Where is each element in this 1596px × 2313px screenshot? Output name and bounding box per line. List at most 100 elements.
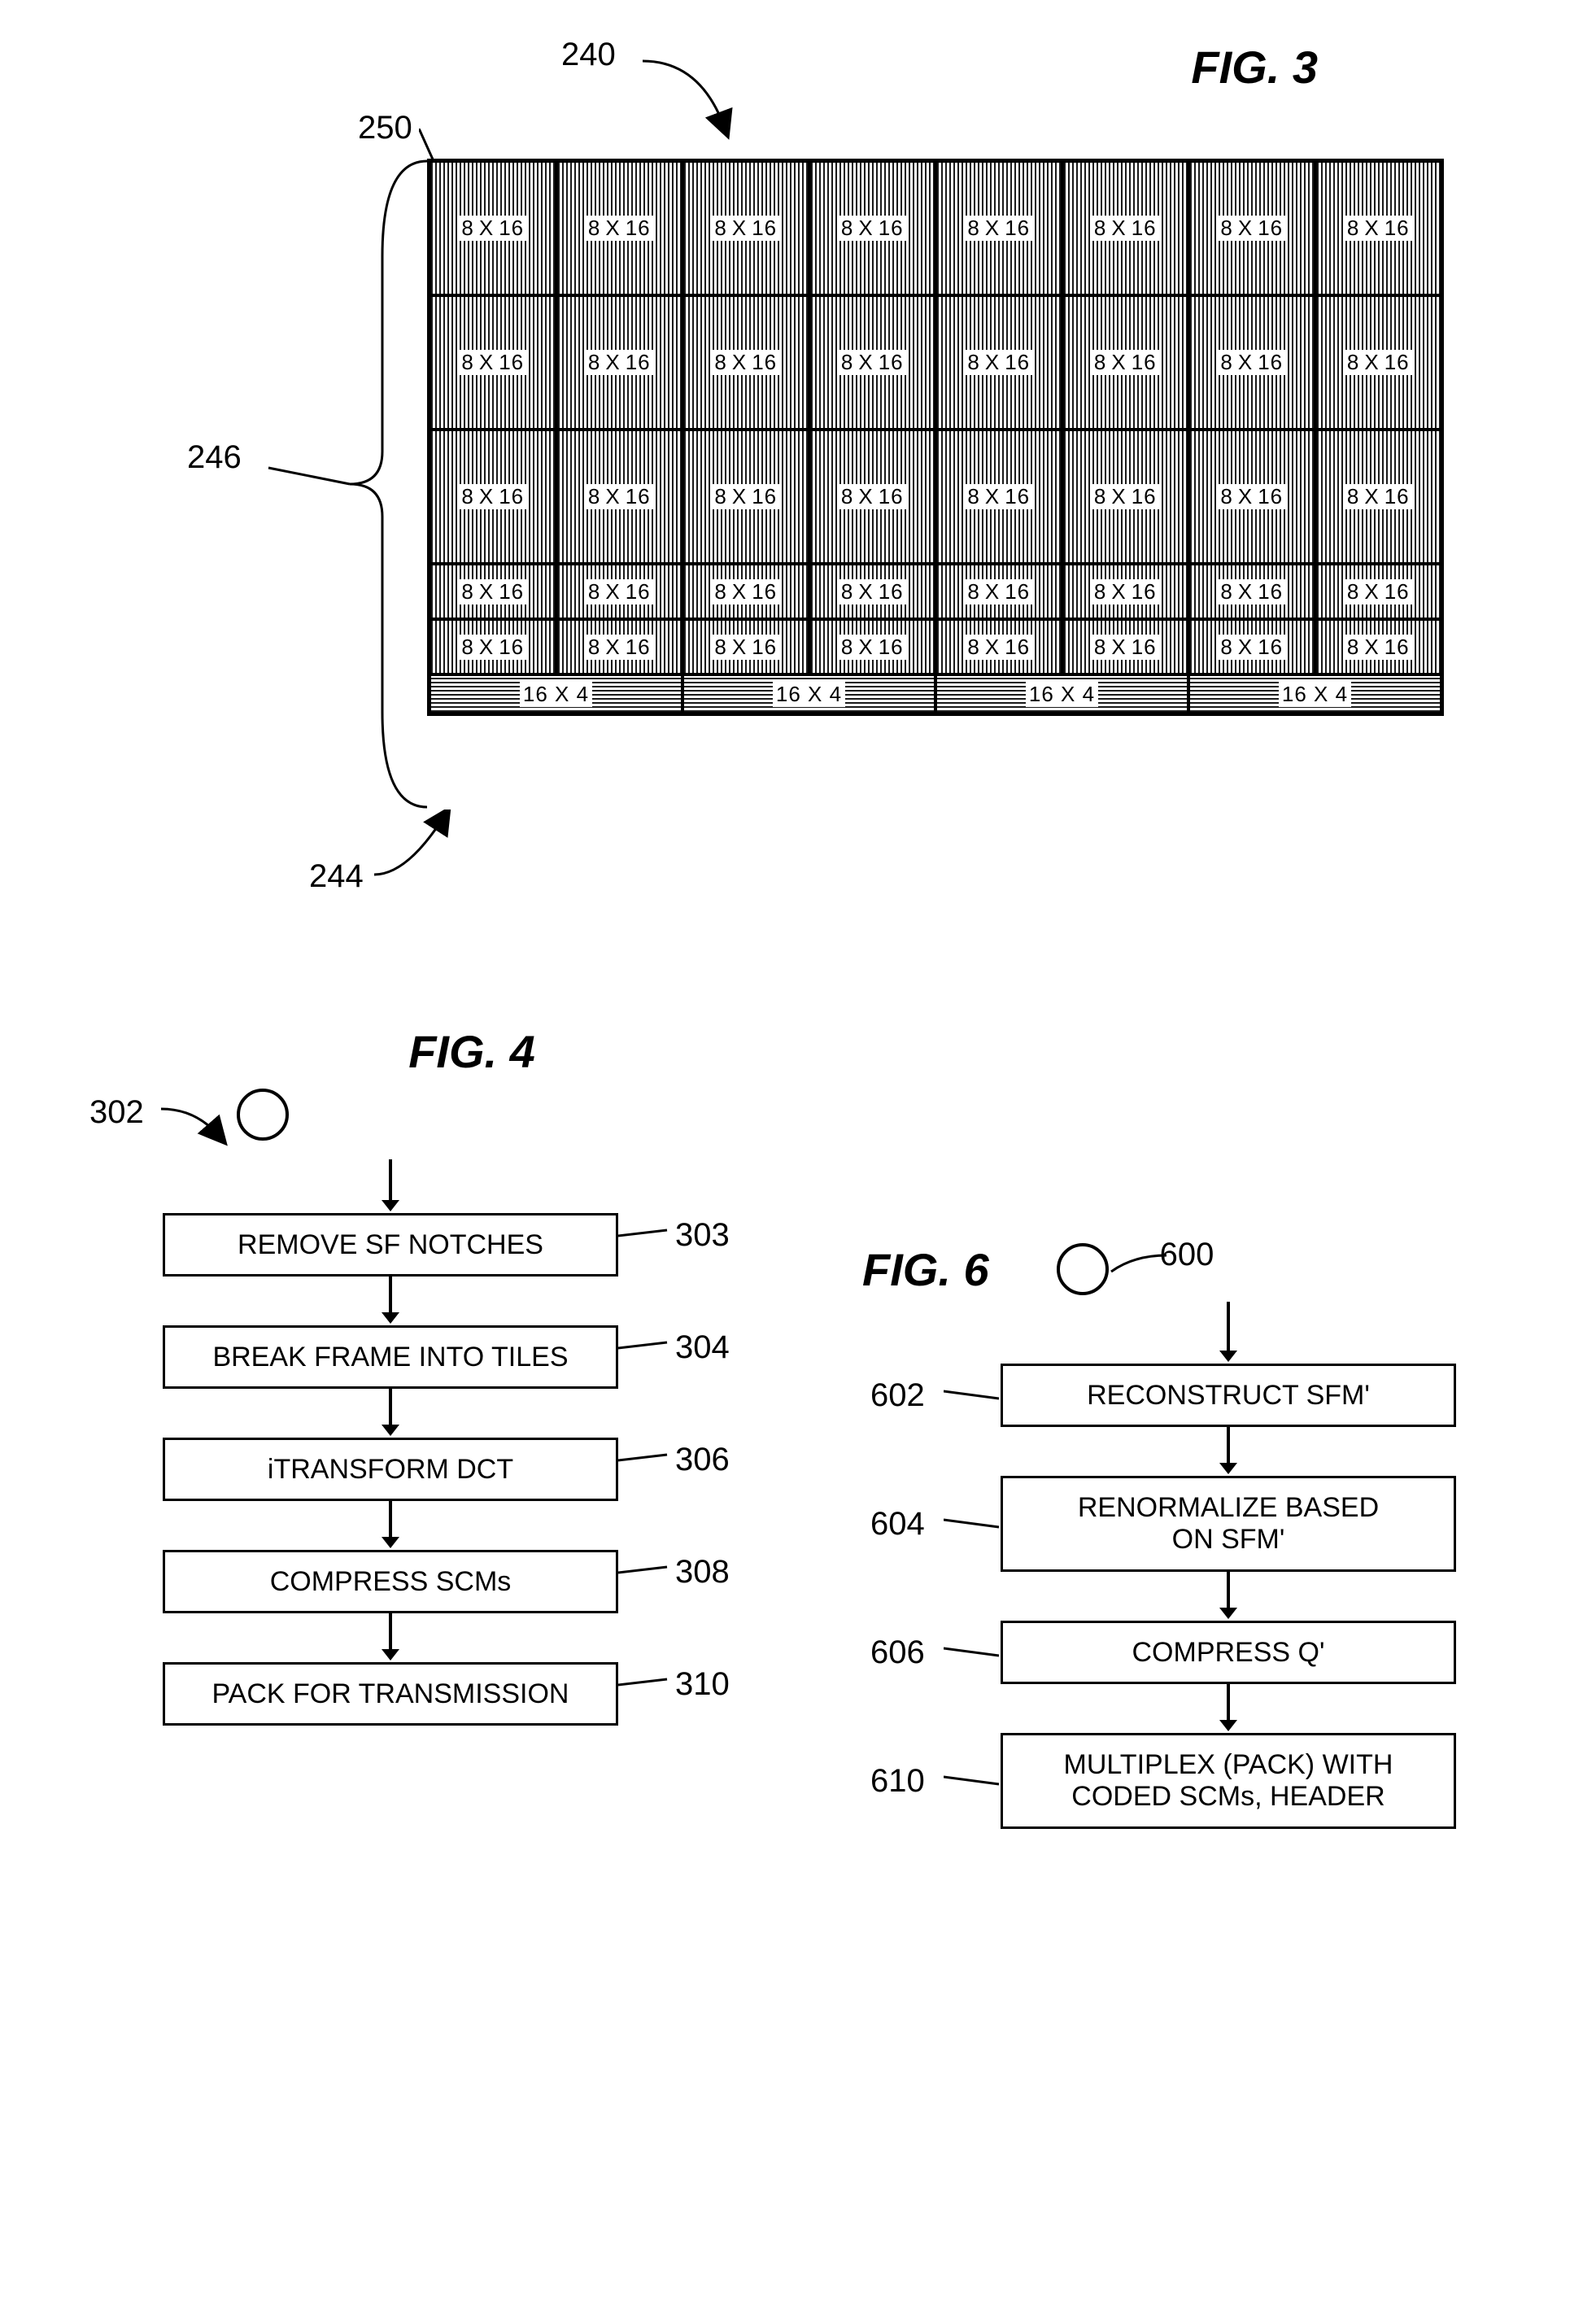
tile-cell: 8X16: [1315, 564, 1442, 619]
tile-cell: 8X16: [935, 619, 1062, 674]
flow-step-ref: 610: [870, 1763, 925, 1800]
arrow-down-icon: [378, 1389, 403, 1438]
connector-line: [944, 1517, 1001, 1542]
tile-cell: 8X16: [430, 295, 556, 430]
fig3-ref-240: 240: [561, 37, 616, 73]
tile-cell: 8X16: [809, 619, 936, 674]
tile-cell: 8X16: [809, 430, 936, 564]
tile-cell: 8X16: [556, 564, 683, 619]
flow-step-ref: 310: [675, 1666, 730, 1703]
tile-cell: 8X16: [1188, 295, 1315, 430]
tile-row: 16 X 416 X 416 X 416 X 4: [430, 674, 1441, 714]
flow-step-ref: 602: [870, 1377, 925, 1414]
tile-cell: 8X16: [935, 430, 1062, 564]
flow-step: REMOVE SF NOTCHES: [163, 1213, 618, 1277]
tile-cell: 8X16: [430, 564, 556, 619]
tile-cell: 8X16: [1062, 161, 1189, 295]
curved-arrow-icon: [366, 810, 464, 883]
flow-step: COMPRESS SCMs: [163, 1550, 618, 1613]
tile-row: 8X168X168X168X168X168X168X168X16: [430, 295, 1441, 430]
start-circle-icon: [1054, 1241, 1111, 1298]
flow-step-ref: 308: [675, 1554, 730, 1591]
flow-step: COMPRESS Q': [1001, 1621, 1456, 1684]
tile-cell: 8X16: [1188, 564, 1315, 619]
tile-cell: 8X16: [809, 161, 936, 295]
flow-step-ref: 306: [675, 1442, 730, 1478]
curved-arrow-icon: [155, 1102, 228, 1151]
tile-cell: 8X16: [935, 161, 1062, 295]
flow-step-ref: 604: [870, 1506, 925, 1543]
tile-cell: 16 X 4: [935, 674, 1188, 714]
tile-row: 8X168X168X168X168X168X168X168X16: [430, 430, 1441, 564]
tile-row: 8X168X168X168X168X168X168X168X16: [430, 564, 1441, 619]
tile-cell: 8X16: [935, 564, 1062, 619]
tile-grid: 8X168X168X168X168X168X168X168X168X168X16…: [427, 159, 1444, 716]
tile-cell: 8X16: [430, 619, 556, 674]
fig4-title: FIG. 4: [195, 1025, 748, 1078]
tile-row: 8X168X168X168X168X168X168X168X16: [430, 619, 1441, 674]
arrow-down-icon: [378, 1277, 403, 1325]
connector-line: [944, 1774, 1001, 1799]
tile-cell: 8X16: [556, 619, 683, 674]
connector-line: [944, 1646, 1001, 1670]
connector-line: [618, 1677, 675, 1701]
tile-cell: 8X16: [1188, 619, 1315, 674]
arrow-down-icon: [1216, 1427, 1241, 1476]
tile-cell: 8X16: [682, 619, 809, 674]
tile-cell: 8X16: [1315, 295, 1442, 430]
connector-line: [944, 1389, 1001, 1413]
tile-cell: 8X16: [682, 161, 809, 295]
tile-cell: 8X16: [1062, 430, 1189, 564]
flow-step: RENORMALIZE BASEDON SFM': [1001, 1476, 1456, 1572]
flow-step: RECONSTRUCT SFM': [1001, 1364, 1456, 1427]
curved-arrow-icon: [634, 53, 748, 151]
tile-cell: 8X16: [1188, 430, 1315, 564]
arrow-down-icon: [378, 1501, 403, 1550]
tile-cell: 8X16: [430, 161, 556, 295]
tile-cell: 8X16: [1062, 295, 1189, 430]
tile-cell: 8X16: [556, 295, 683, 430]
tile-cell: 8X16: [682, 564, 809, 619]
flow-step: iTRANSFORM DCT: [163, 1438, 618, 1501]
connector-line: [618, 1452, 675, 1477]
fig3: FIG. 3 240 250 246 244 8X168X168X168X168…: [98, 33, 1562, 927]
tile-cell: 8X16: [1315, 619, 1442, 674]
arrow-down-icon: [378, 1159, 403, 1213]
tile-cell: 16 X 4: [1188, 674, 1441, 714]
fig4-start-ref: 302: [89, 1094, 144, 1131]
tile-cell: 8X16: [1062, 619, 1189, 674]
connector-line: [618, 1340, 675, 1364]
fig3-ref-246: 246: [187, 439, 242, 476]
connector-line: [618, 1228, 675, 1252]
flow-step-ref: 606: [870, 1634, 925, 1671]
tile-cell: 8X16: [1062, 564, 1189, 619]
flow-step-ref: 304: [675, 1329, 730, 1366]
fig3-title: FIG. 3: [1191, 41, 1318, 94]
start-circle-icon: [234, 1086, 291, 1143]
flow-step: PACK FOR TRANSMISSION: [163, 1662, 618, 1726]
tile-cell: 16 X 4: [682, 674, 935, 714]
fig6-start-ref: 600: [1160, 1237, 1214, 1273]
fig3-ref-250: 250: [358, 110, 412, 146]
fig3-ref-244: 244: [309, 858, 364, 895]
tile-cell: 8X16: [430, 430, 556, 564]
tile-cell: 8X16: [809, 564, 936, 619]
arrow-down-icon: [1216, 1572, 1241, 1621]
tile-cell: 8X16: [1188, 161, 1315, 295]
tile-cell: 8X16: [1315, 161, 1442, 295]
fig6: FIG. 6 600 RECONSTRUCT SFM' 602 RENORMALIZ…: [813, 1237, 1546, 1829]
tile-row: 8X168X168X168X168X168X168X168X16: [430, 161, 1441, 295]
tile-cell: 8X16: [682, 295, 809, 430]
connector-line: [618, 1565, 675, 1589]
tile-cell: 8X16: [1315, 430, 1442, 564]
tile-cell: 8X16: [809, 295, 936, 430]
tile-cell: 8X16: [935, 295, 1062, 430]
flow-step-ref: 303: [675, 1217, 730, 1254]
fig6-title: FIG. 6: [862, 1243, 989, 1296]
arrow-down-icon: [378, 1613, 403, 1662]
brace-icon: [260, 159, 431, 810]
flow-step: MULTIPLEX (PACK) WITHCODED SCMs, HEADER: [1001, 1733, 1456, 1829]
flow-step: BREAK FRAME INTO TILES: [163, 1325, 618, 1389]
arrow-down-icon: [1216, 1684, 1241, 1733]
tile-cell: 8X16: [682, 430, 809, 564]
